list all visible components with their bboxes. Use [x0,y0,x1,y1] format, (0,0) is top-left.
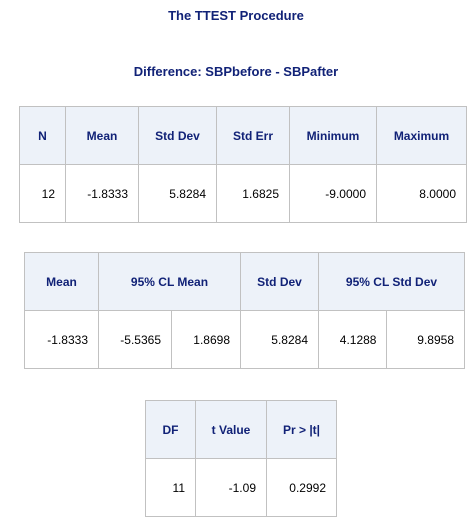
cell-std-dev: 5.8284 [240,310,319,369]
column-header-t-value: t Value [195,400,267,459]
column-header-95-cl-mean: 95% CL Mean [98,252,241,311]
cell-cl-mean-upper: 1.8698 [171,310,241,369]
procedure-title: The TTEST Procedure [168,8,304,23]
column-header-std-dev: Std Dev [138,106,217,165]
column-header-std-err: Std Err [216,106,290,165]
column-header-maximum: Maximum [376,106,467,165]
column-header-n: N [19,106,66,165]
table-header-row: N Mean Std Dev Std Err Minimum Maximum [19,106,467,165]
cell-pr-t: 0.2992 [266,458,337,517]
summary-statistics-table: N Mean Std Dev Std Err Minimum Maximum 1… [19,106,467,223]
cell-df: 11 [145,458,196,517]
table-header-row: DF t Value Pr > |t| [145,400,337,459]
column-header-df: DF [145,400,196,459]
cell-std-err: 1.6825 [216,164,290,223]
cell-n: 12 [19,164,66,223]
column-header-pr-t: Pr > |t| [266,400,337,459]
cell-mean: -1.8333 [24,310,99,369]
column-header-std-dev: Std Dev [240,252,319,311]
cell-t-value: -1.09 [195,458,267,517]
cell-cl-std-dev-lower: 4.1288 [317,310,388,369]
column-header-mean: Mean [65,106,139,165]
column-header-95-cl-std-dev: 95% CL Std Dev [318,252,465,311]
column-header-minimum: Minimum [289,106,377,165]
column-header-mean: Mean [24,252,99,311]
cell-maximum: 8.0000 [376,164,467,223]
table-row: -1.8333 -5.5365 1.8698 5.8284 4.1288 9.8… [24,310,465,369]
difference-title: Difference: SBPbefore - SBPafter [133,64,339,79]
table-header-row: Mean 95% CL Mean Std Dev 95% CL Std Dev [24,252,465,311]
cell-cl-std-dev-upper: 9.8958 [386,310,465,369]
table-row: 11 -1.09 0.2992 [145,458,337,517]
confidence-limits-table: Mean 95% CL Mean Std Dev 95% CL Std Dev … [24,252,465,369]
cell-mean: -1.8333 [65,164,139,223]
cell-minimum: -9.0000 [289,164,377,223]
cell-std-dev: 5.8284 [138,164,217,223]
table-row: 12 -1.8333 5.8284 1.6825 -9.0000 8.0000 [19,164,467,223]
t-test-table: DF t Value Pr > |t| 11 -1.09 0.2992 [145,400,337,517]
cell-cl-mean-lower: -5.5365 [98,310,172,369]
